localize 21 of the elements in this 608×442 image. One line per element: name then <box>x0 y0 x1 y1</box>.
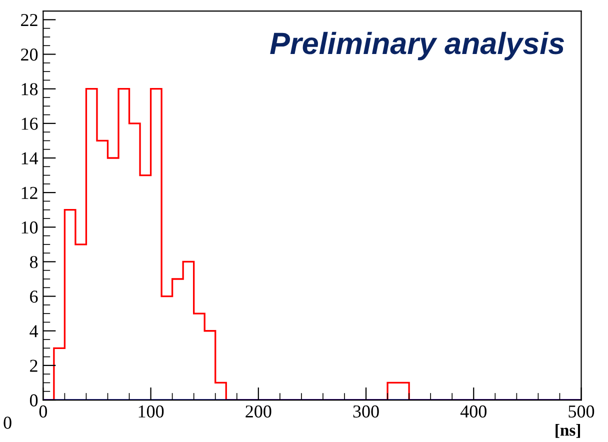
x-tick-label: 200 <box>246 405 272 418</box>
x-axis-title: [ns] <box>556 424 580 438</box>
x-tick-label: 100 <box>138 405 164 418</box>
x-tick-label: 0 <box>39 405 47 418</box>
y-tick-label: 0 <box>30 394 38 406</box>
x-tick-label: 300 <box>353 405 379 418</box>
x-tick-label: 400 <box>460 405 486 418</box>
y-tick-label: 4 <box>30 325 38 338</box>
y-tick-label: 18 <box>22 83 38 96</box>
y-tick-label: 2 <box>30 360 38 372</box>
text: 0 <box>4 416 12 429</box>
y-tick-label: 6 <box>30 290 38 303</box>
y-tick-label: 10 <box>22 221 38 234</box>
y-tick-label: 12 <box>22 186 38 199</box>
y-tick-label: 16 <box>22 118 38 130</box>
y-tick-label: 22 <box>21 14 38 26</box>
y-tick-label: 20 <box>21 48 38 61</box>
x-tick-label: 500 <box>568 405 594 418</box>
annotation: Preliminary analysis <box>270 32 564 60</box>
y-tick-label: 14 <box>22 152 38 164</box>
y-tick-label: 8 <box>30 256 38 268</box>
